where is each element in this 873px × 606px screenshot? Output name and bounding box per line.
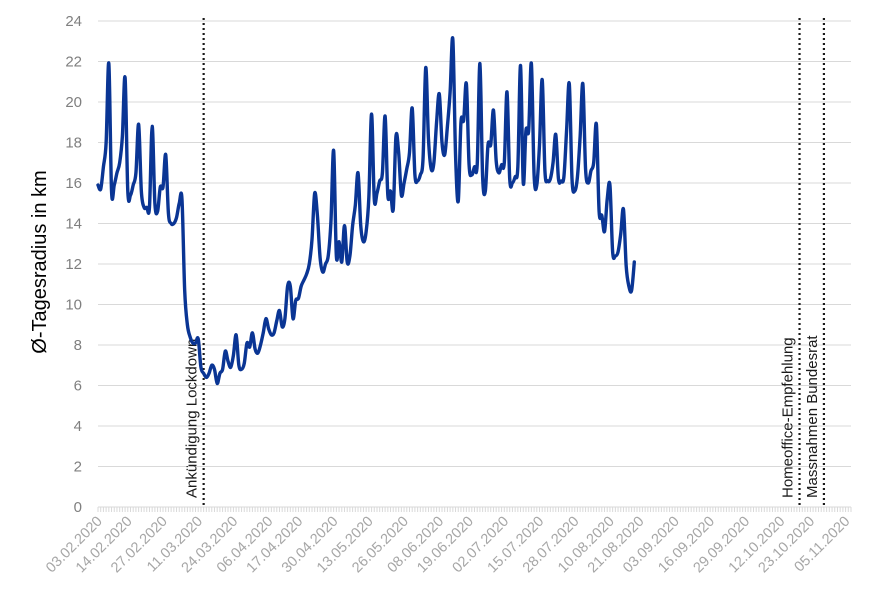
x-axis-ticks [97, 507, 852, 512]
series-line [96, 36, 637, 386]
x-axis-tick-labels: 03.02.202014.02.202027.02.202011.03.2020… [43, 514, 853, 577]
y-tick-label: 22 [65, 54, 82, 71]
y-tick-label: 8 [74, 337, 82, 354]
y-tick-label: 12 [65, 256, 82, 273]
annotation-label: Ankündigung Lockdown [184, 339, 201, 498]
y-tick-label: 4 [74, 418, 82, 435]
y-tick-label: 16 [65, 175, 82, 192]
gridlines [98, 20, 851, 508]
y-tick-label: 6 [74, 378, 82, 395]
y-tick-label: 20 [65, 94, 82, 111]
y-tick-label: 10 [65, 297, 82, 314]
y-tick-label: 0 [74, 499, 82, 516]
y-tick-label: 2 [74, 459, 82, 476]
y-tick-label: 18 [65, 135, 82, 152]
y-tick-label: 14 [65, 216, 82, 233]
y-tick-label: 24 [65, 13, 82, 30]
annotation-label: Homeoffice-Empfehlung [780, 337, 797, 498]
annotations: Ankündigung Lockdown Homeoffice-Empfehlun… [184, 18, 826, 507]
y-axis-title: Ø-Tagesradius in km [29, 170, 51, 353]
annotation-label: Massnahmen Bundesrat [804, 335, 821, 498]
